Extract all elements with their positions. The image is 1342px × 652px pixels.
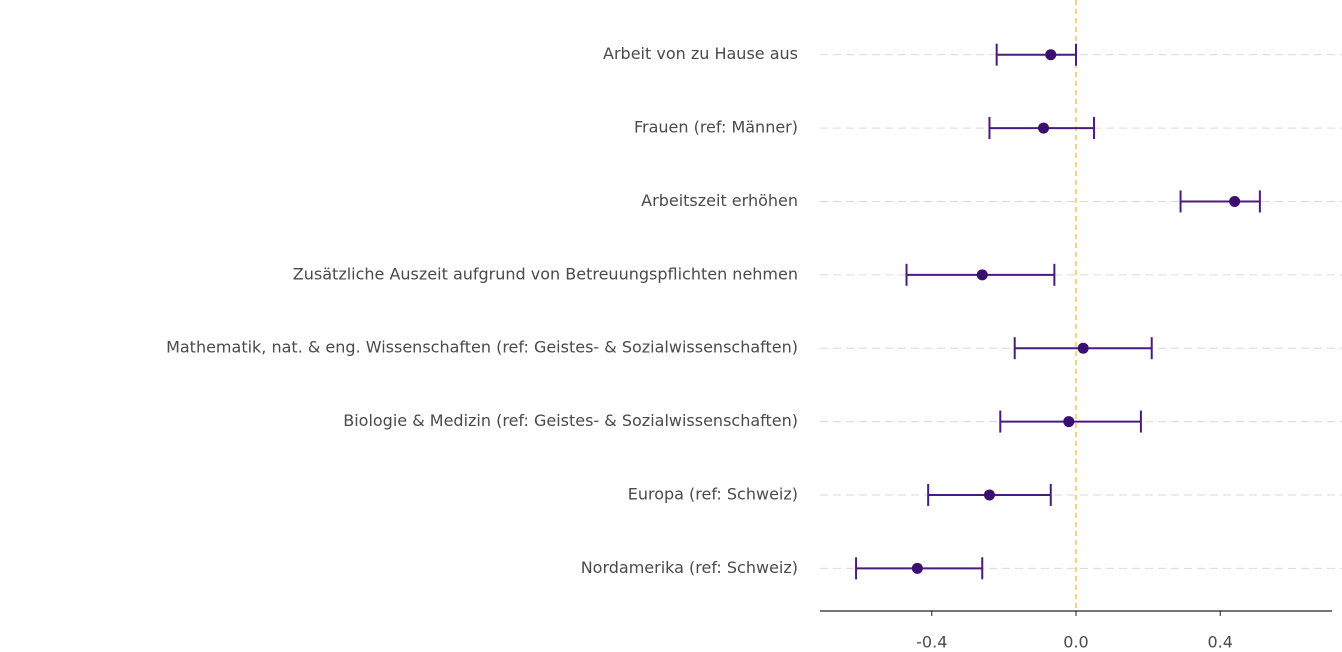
x-tick-label: -0.4 xyxy=(916,633,947,652)
y-tick-label: Frauen (ref: Männer) xyxy=(634,118,798,137)
y-tick-label: Mathematik, nat. & eng. Wissenschaften (… xyxy=(166,338,798,357)
y-tick-label: Biologie & Medizin (ref: Geistes- & Sozi… xyxy=(343,411,798,430)
point xyxy=(983,489,995,501)
y-tick-label: Arbeit von zu Hause aus xyxy=(603,44,798,63)
y-tick-label: Zusätzliche Auszeit aufgrund von Betreuu… xyxy=(293,264,798,283)
point xyxy=(1038,122,1050,134)
error-bar xyxy=(1179,190,1261,213)
point xyxy=(1229,195,1241,207)
point xyxy=(976,269,988,281)
point xyxy=(1063,416,1075,428)
y-tick-label: Europa (ref: Schweiz) xyxy=(628,484,798,503)
y-tick-label: Nordamerika (ref: Schweiz) xyxy=(581,558,798,577)
y-tick-label: Arbeitszeit erhöhen xyxy=(641,191,798,210)
point xyxy=(1045,49,1057,61)
x-tick-label: 0.4 xyxy=(1207,633,1232,652)
point xyxy=(1077,342,1089,354)
x-tick-label: 0.0 xyxy=(1063,633,1088,652)
point xyxy=(911,562,923,574)
error-bar xyxy=(995,43,1077,66)
